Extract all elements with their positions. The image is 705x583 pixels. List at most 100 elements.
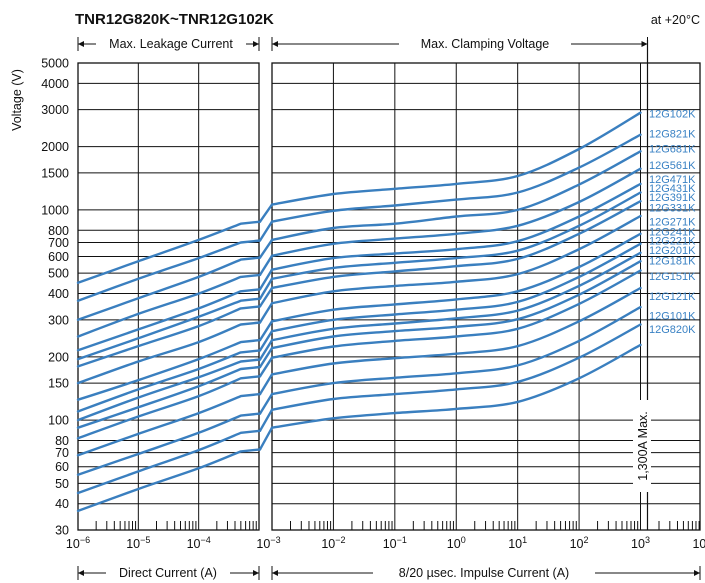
series-label: 12G201K: [649, 245, 696, 257]
y-tick-label: 2000: [41, 140, 69, 154]
series-label: 12G241K: [649, 226, 696, 238]
y-tick-label: 70: [55, 446, 69, 460]
curve-12G331K-gap: [258, 302, 274, 324]
x-tick-label: 10−1: [383, 535, 407, 551]
curve-12G151K-gap: [258, 373, 274, 396]
curve-12G821K-clamping: [270, 133, 642, 223]
y-tick-label: 50: [55, 477, 69, 491]
leakage-arrow-head-right: [253, 41, 259, 47]
curve-12G681K-leakage: [76, 256, 262, 321]
series-label: 12G681K: [649, 143, 696, 155]
y-tick-label: 1000: [41, 203, 69, 217]
impulse-current-label: 8/20 µsec. Impulse Current (A): [399, 566, 569, 580]
curve-12G102K-gap: [258, 203, 274, 223]
clamping-arrow-head-left: [272, 41, 278, 47]
curve-12G101K-clamping: [270, 323, 642, 411]
curve-12G471K-clamping: [270, 182, 642, 271]
leakage-arrow-head-left: [78, 41, 84, 47]
curve-12G181K-gap: [258, 356, 274, 378]
series-label: 12G561K: [649, 160, 696, 172]
curves: [76, 111, 642, 513]
clamping-label-bg: [399, 34, 571, 52]
y-tick-label: 100: [48, 414, 69, 428]
series-label: 12G331K: [649, 203, 696, 215]
clamping-section-label: Max. Clamping Voltage: [421, 37, 550, 51]
y-axis-label: Voltage (V): [10, 69, 24, 131]
curve-12G391K-gap: [258, 286, 274, 308]
series-label: 12G121K: [649, 291, 696, 303]
series-label: 12G102K: [649, 108, 696, 120]
curve-12G121K-gap: [258, 392, 274, 415]
direct-current-label: Direct Current (A): [119, 566, 217, 580]
curve-12G561K-gap: [258, 254, 274, 277]
x-tick-label: 104: [692, 535, 705, 551]
x-tick-label: 103: [631, 535, 650, 551]
series-label: 12G181K: [649, 255, 696, 267]
curve-12G821K-leakage: [76, 239, 262, 302]
curve-12G221K-clamping: [270, 251, 642, 342]
leakage-label-bg: [96, 34, 246, 52]
direct-current-label-bg: [106, 564, 230, 581]
curve-12G820K-gap: [258, 426, 274, 451]
clamping-arrow-head-right: [641, 41, 648, 47]
curve-12G102K-clamping: [270, 111, 642, 206]
y-tick-label: 200: [48, 350, 69, 364]
plot-frames: [77, 62, 701, 531]
y-tick-label: 1500: [41, 166, 69, 180]
y-tick-label: 60: [55, 460, 69, 474]
curve-12G820K-clamping: [270, 343, 642, 429]
series-label: 12G151K: [649, 271, 696, 283]
direct-current-arrow-head-right: [253, 570, 259, 576]
curve-12G331K-leakage: [76, 321, 262, 385]
series-label: 12G471K: [649, 174, 696, 186]
direct-current-arrow-head-left: [78, 570, 84, 576]
series-label: 12G821K: [649, 128, 696, 140]
curve-12G431K-leakage: [76, 297, 262, 361]
impulse-current-label-bg: [373, 564, 595, 581]
curve-12G181K-clamping: [270, 269, 642, 359]
curve-12G561K-leakage: [76, 273, 262, 338]
x-tick-label: 10−2: [321, 535, 345, 551]
x-tick-label: 10−4: [187, 535, 211, 551]
curve-12G221K-gap: [258, 339, 274, 361]
y-tick-label: 500: [48, 267, 69, 281]
curve-12G331K-clamping: [270, 214, 642, 305]
series-label: 12G271K: [649, 217, 696, 229]
x-tick-label: 10−3: [256, 535, 280, 551]
curve-12G821K-gap: [258, 220, 274, 242]
y-tick-label: 4000: [41, 77, 69, 91]
y-tick-label: 5000: [41, 57, 69, 71]
curve-12G241K-gap: [258, 329, 274, 352]
curve-12G471K-leakage: [76, 288, 262, 352]
impulse-current-arrow-head-right: [694, 570, 700, 576]
y-tick-label: 30: [55, 524, 69, 538]
impulse-current-arrow-head-left: [272, 570, 278, 576]
y-tick-label: 3000: [41, 103, 69, 117]
x-tick-labels: 10−6 10−5 10−4 10−3 10−2 10−1 100 101 102 103 104: [66, 535, 705, 551]
section-arrows: [77, 37, 701, 580]
y-tick-label: 300: [48, 313, 69, 327]
curve-12G151K-leakage: [76, 392, 262, 457]
y-tick-label: 400: [48, 287, 69, 301]
leakage-panel: [77, 62, 260, 531]
curve-12G271K-clamping: [270, 232, 642, 323]
curve-12G241K-clamping: [270, 242, 642, 333]
chart-title: TNR12G820K~TNR12G102K: [75, 11, 274, 28]
series-label: 12G431K: [649, 183, 696, 195]
series-label: 12G221K: [649, 236, 696, 248]
curve-12G471K-gap: [258, 268, 274, 291]
curve-12G121K-clamping: [270, 305, 642, 396]
x-tick-label: 102: [570, 535, 589, 551]
curve-12G201K-clamping: [270, 260, 642, 350]
y-tick-label: 80: [55, 434, 69, 448]
curve-12G431K-gap: [258, 277, 274, 300]
curve-12G102K-leakage: [76, 220, 262, 284]
curve-12G101K-leakage: [76, 429, 262, 495]
curve-12G391K-leakage: [76, 305, 262, 368]
curve-12G561K-clamping: [270, 167, 642, 257]
curve-12G820K-leakage: [76, 448, 262, 513]
x-tick-label: 10−5: [126, 535, 150, 551]
curve-12G201K-gap: [258, 346, 274, 369]
